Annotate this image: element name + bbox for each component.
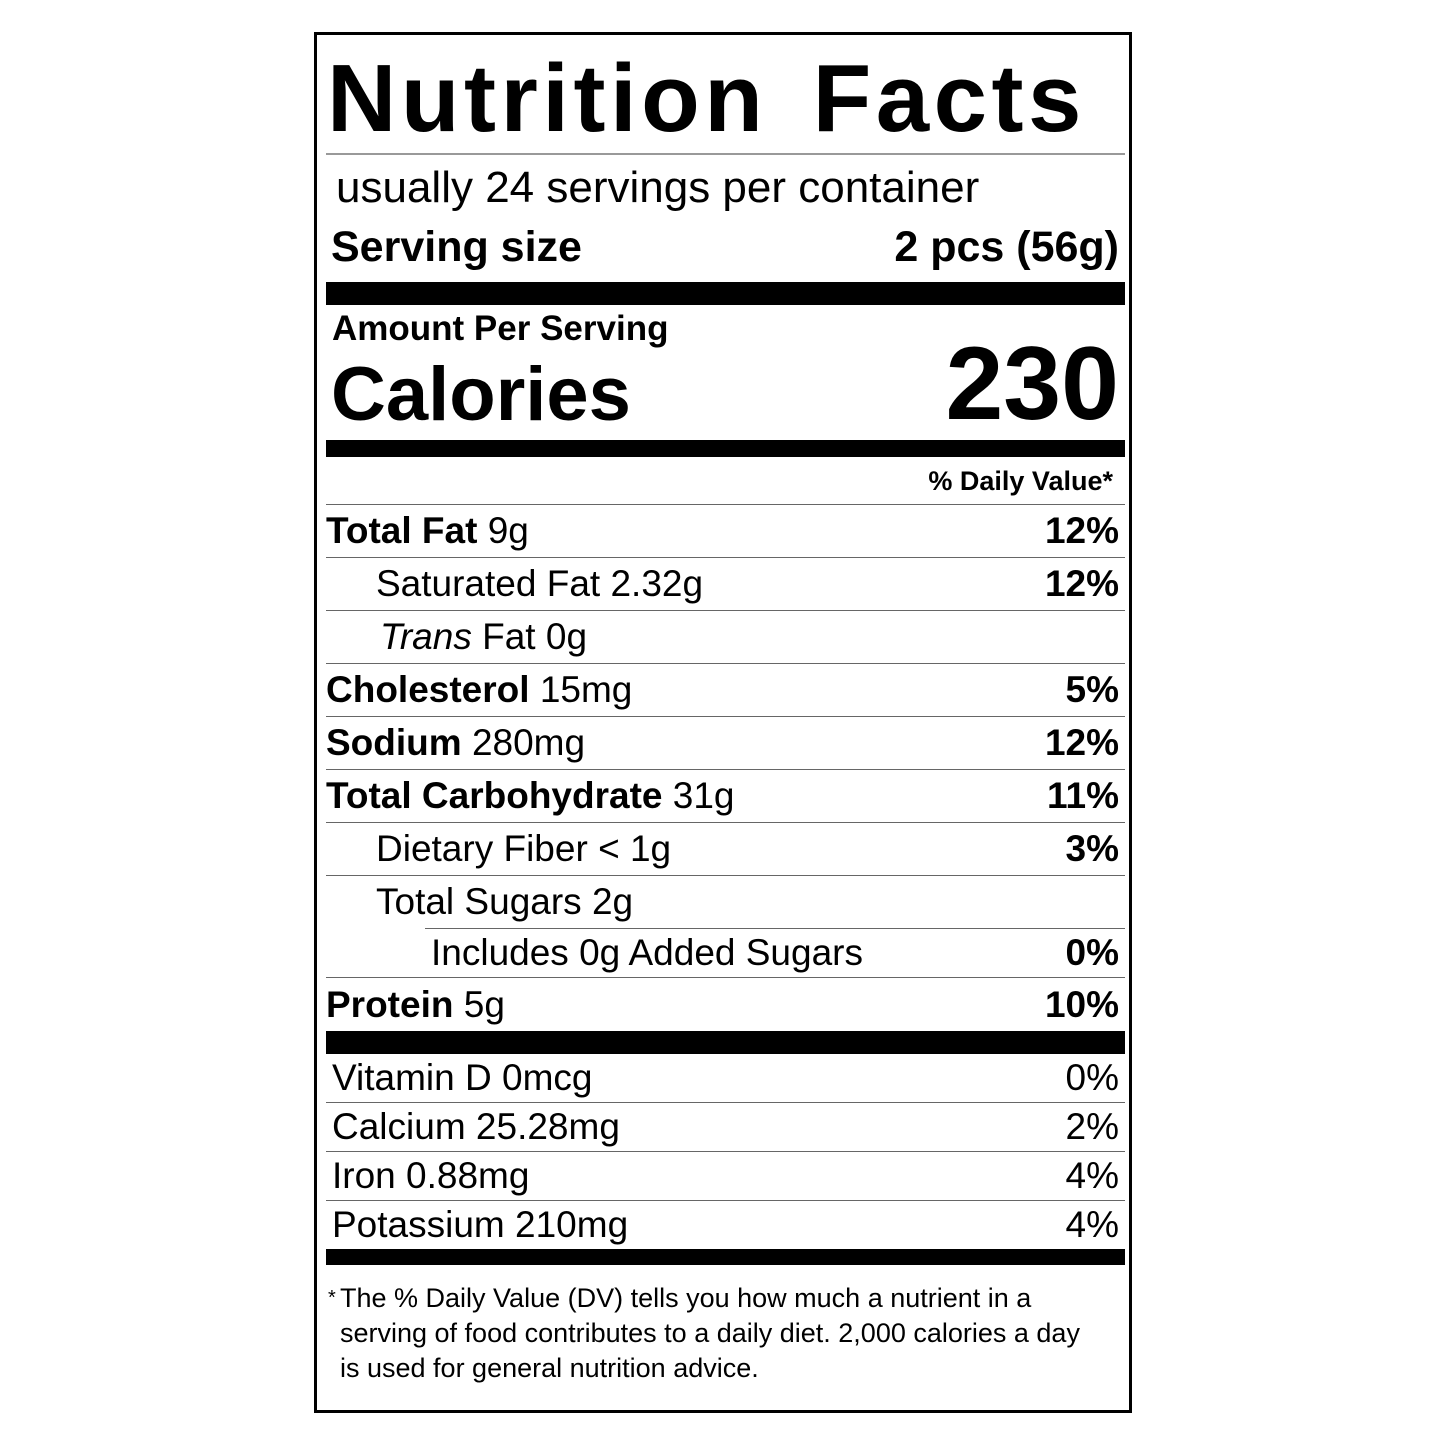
nutrient-dv: 10% (1044, 983, 1119, 1025)
nutrient-dv: 11% (1046, 775, 1119, 816)
nutrient-dv: 3% (1065, 828, 1119, 869)
vitamin-text: Iron 0.88mg (332, 1155, 530, 1196)
nutrient-dv: 0% (1065, 932, 1119, 973)
serving-size-label: Serving size (331, 222, 582, 271)
nutrient-amount: 2g (591, 881, 634, 922)
nutrient-amount: 9g (487, 510, 529, 551)
nutrient-amount: 15mg (539, 669, 633, 710)
nutrient-dv: 12% (1044, 563, 1119, 604)
footnote: * The % Daily Value (DV) tells you how m… (326, 1265, 1125, 1386)
nutrient-row-dietary-fiber: Dietary Fiber < 1g 3% (326, 823, 1125, 876)
nutrient-name: Saturated Fat (376, 563, 601, 604)
vitamin-text: Vitamin D 0mcg (332, 1057, 593, 1098)
nutrient-amount: 31g (672, 775, 735, 816)
amount-per-serving: Amount Per Serving (332, 309, 669, 348)
serving-size-row: Serving size 2 pcs (56g) (326, 218, 1125, 282)
vitamin-dv: 2% (1065, 1106, 1119, 1147)
label-title: Nutrition Facts (326, 35, 1125, 155)
calories-block: Amount Per Serving Calories 230 (326, 305, 1125, 442)
nutrient-name: Cholesterol (326, 669, 530, 710)
nutrient-name: Fat (482, 616, 536, 657)
vitamin-text: Potassium 210mg (332, 1204, 629, 1245)
nutrient-amount: 2.32g (610, 563, 704, 604)
vitamin-row-potassium: Potassium 210mg 4% (326, 1201, 1125, 1249)
nutrient-dv: 5% (1065, 669, 1119, 710)
nutrient-row-total-sugars: Total Sugars 2g (326, 876, 1125, 928)
nutrient-name: Total Sugars (376, 881, 582, 922)
nutrition-facts-label: Nutrition Facts usually 24 servings per … (314, 32, 1132, 1413)
daily-value-header: % Daily Value* (326, 457, 1125, 505)
servings-per-container: usually 24 servings per container (336, 163, 980, 212)
thick-divider (326, 282, 1125, 305)
nutrient-name: Total Fat (326, 510, 478, 551)
footnote-text: The % Daily Value (DV) tells you how muc… (340, 1283, 1080, 1383)
nutrient-amount: < 1g (598, 828, 672, 869)
nutrient-text: Includes 0g Added Sugars (431, 932, 863, 973)
calories-value: 230 (945, 326, 1119, 442)
nutrient-name: Sodium (326, 722, 462, 763)
nutrient-dv: 12% (1044, 510, 1119, 551)
nutrient-row-protein: Protein 5g 10% (326, 978, 1125, 1031)
nutrient-name-italic: Trans (380, 616, 472, 657)
nutrient-dv: 12% (1044, 722, 1119, 763)
nutrient-amount: 280mg (471, 722, 586, 763)
nutrient-name: Dietary Fiber (376, 828, 588, 869)
vitamin-dv: 0% (1065, 1057, 1119, 1098)
calories-label: Calories (331, 352, 631, 437)
vitamin-row-vitamin-d: Vitamin D 0mcg 0% (326, 1054, 1125, 1103)
nutrient-row-added-sugars: Includes 0g Added Sugars 0% (326, 929, 1125, 978)
nutrient-row-total-fat: Total Fat 9g 12% (326, 505, 1125, 558)
footnote-asterisk: * (328, 1287, 336, 1309)
thick-divider (326, 1249, 1125, 1265)
thick-divider (326, 1031, 1125, 1054)
vitamin-row-calcium: Calcium 25.28mg 2% (326, 1103, 1125, 1152)
vitamin-text: Calcium 25.28mg (332, 1106, 620, 1147)
vitamin-dv: 4% (1065, 1204, 1119, 1245)
nutrient-row-total-carbohydrate: Total Carbohydrate 31g 11% (326, 770, 1125, 823)
divider (425, 928, 1125, 929)
nutrient-row-cholesterol: Cholesterol 15mg 5% (326, 664, 1125, 717)
nutrient-name: Total Carbohydrate (326, 775, 663, 816)
nutrient-row-saturated-fat: Saturated Fat 2.32g 12% (326, 558, 1125, 611)
nutrient-amount: 0g (545, 616, 588, 657)
vitamin-row-iron: Iron 0.88mg 4% (326, 1152, 1125, 1201)
nutrient-amount: 5g (463, 983, 505, 1025)
serving-size-value: 2 pcs (56g) (894, 222, 1119, 271)
nutrient-row-sodium: Sodium 280mg 12% (326, 717, 1125, 770)
vitamin-dv: 4% (1065, 1155, 1119, 1196)
thick-divider (326, 440, 1125, 457)
nutrient-row-trans-fat: Trans Fat 0g (326, 611, 1125, 664)
nutrient-name: Protein (326, 983, 454, 1025)
